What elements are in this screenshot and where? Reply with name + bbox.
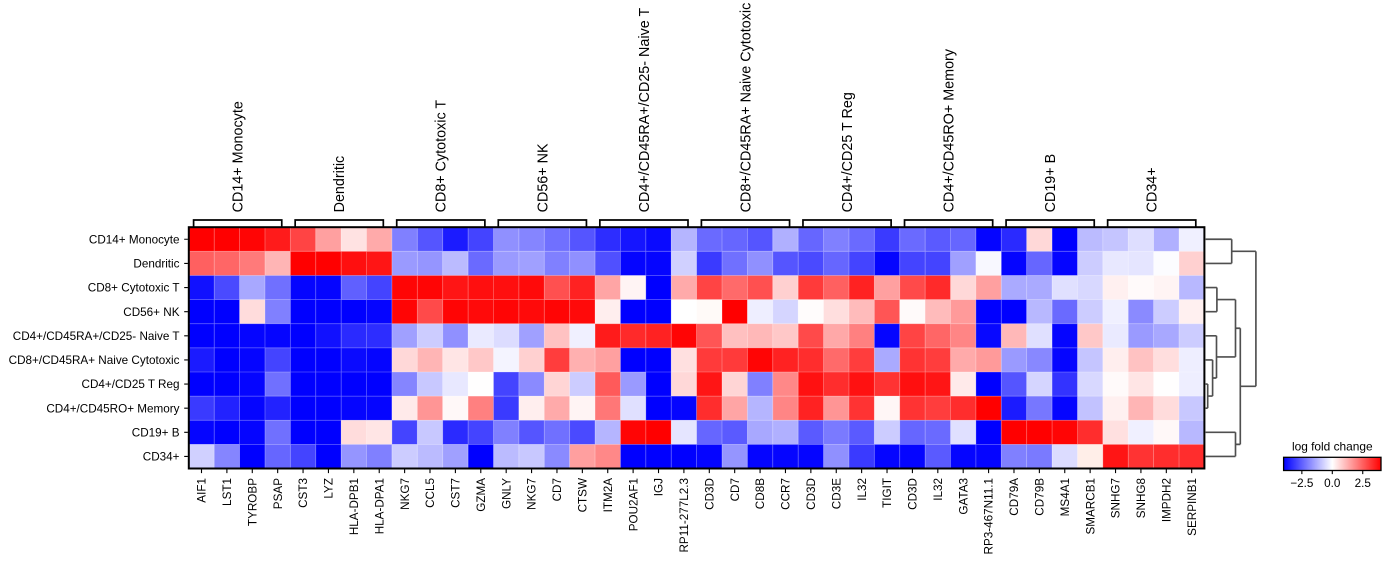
- svg-text:CST7: CST7: [450, 478, 463, 508]
- svg-text:CD19+ B: CD19+ B: [132, 426, 180, 439]
- svg-text:2.5: 2.5: [1355, 477, 1372, 490]
- svg-text:CD3E: CD3E: [830, 478, 843, 509]
- svg-text:AIF1: AIF1: [196, 478, 209, 503]
- svg-text:CD19+ B: CD19+ B: [1043, 154, 1059, 213]
- svg-text:POU2AF1: POU2AF1: [627, 478, 640, 531]
- svg-text:ITM2A: ITM2A: [602, 478, 615, 513]
- svg-text:CD8+/CD45RA+ Naive Cytotoxic: CD8+/CD45RA+ Naive Cytotoxic: [9, 354, 180, 367]
- svg-text:RP11-277L2.3: RP11-277L2.3: [678, 478, 691, 553]
- svg-text:IMPDH2: IMPDH2: [1160, 478, 1173, 522]
- svg-text:CD3D: CD3D: [703, 478, 716, 510]
- svg-text:CST3: CST3: [297, 478, 310, 508]
- svg-text:Dendritic: Dendritic: [332, 156, 348, 213]
- svg-text:CD8+ Cytotoxic T: CD8+ Cytotoxic T: [434, 100, 450, 213]
- svg-text:CD34+: CD34+: [143, 451, 180, 464]
- svg-text:0.0: 0.0: [1324, 477, 1341, 490]
- svg-text:MS4A1: MS4A1: [1059, 478, 1072, 516]
- svg-text:CD14+ Monocyte: CD14+ Monocyte: [89, 233, 180, 246]
- svg-text:NKG7: NKG7: [399, 478, 412, 510]
- svg-text:NKG7: NKG7: [526, 478, 539, 510]
- svg-text:CD8B: CD8B: [754, 478, 767, 509]
- svg-text:log fold change: log fold change: [1292, 440, 1373, 454]
- svg-text:CD79B: CD79B: [1034, 478, 1047, 516]
- svg-text:CD8+/CD45RA+ Naive Cytotoxic: CD8+/CD45RA+ Naive Cytotoxic: [738, 3, 754, 213]
- svg-text:CD34+: CD34+: [1145, 167, 1161, 212]
- svg-text:CD14+ Monocyte: CD14+ Monocyte: [231, 101, 247, 212]
- svg-text:SNHG8: SNHG8: [1135, 478, 1148, 518]
- svg-text:CD4+/CD45RO+ Memory: CD4+/CD45RO+ Memory: [942, 48, 958, 212]
- svg-text:HLA-DPA1: HLA-DPA1: [373, 478, 386, 534]
- svg-text:SMARCB1: SMARCB1: [1084, 478, 1097, 535]
- svg-text:LST1: LST1: [221, 478, 234, 506]
- svg-text:CD3D: CD3D: [805, 478, 818, 510]
- svg-text:CD4+/CD45RA+/CD25- Naive T: CD4+/CD45RA+/CD25- Naive T: [13, 330, 180, 343]
- svg-text:PSAP: PSAP: [272, 478, 285, 509]
- svg-text:RP3-467N11.1: RP3-467N11.1: [983, 478, 996, 554]
- svg-text:CTSW: CTSW: [577, 478, 590, 512]
- svg-text:TIGIT: TIGIT: [881, 478, 894, 508]
- svg-text:CD4+/CD25 T Reg: CD4+/CD25 T Reg: [82, 378, 180, 391]
- svg-text:CD7: CD7: [729, 478, 742, 501]
- svg-text:SNHG7: SNHG7: [1110, 478, 1123, 518]
- svg-text:GATA3: GATA3: [957, 478, 970, 515]
- svg-text:IGJ: IGJ: [653, 478, 666, 496]
- svg-text:CD7: CD7: [551, 478, 564, 501]
- svg-text:LYZ: LYZ: [323, 478, 336, 499]
- svg-text:CD3D: CD3D: [907, 478, 920, 510]
- svg-text:Dendritic: Dendritic: [133, 258, 179, 271]
- svg-text:CCL5: CCL5: [424, 478, 437, 508]
- svg-text:CD56+ NK: CD56+ NK: [535, 143, 551, 212]
- svg-text:−2.5: −2.5: [1290, 477, 1314, 490]
- svg-text:CD4+/CD25 T Reg: CD4+/CD25 T Reg: [840, 92, 856, 212]
- svg-text:GNLY: GNLY: [500, 478, 513, 509]
- svg-text:CD8+ Cytotoxic T: CD8+ Cytotoxic T: [88, 282, 180, 295]
- svg-text:IL32: IL32: [856, 478, 869, 501]
- svg-text:SERPINB1: SERPINB1: [1186, 478, 1199, 536]
- svg-text:IL32: IL32: [932, 478, 945, 501]
- svg-text:GZMA: GZMA: [475, 478, 488, 512]
- svg-text:CD79A: CD79A: [1008, 478, 1021, 516]
- svg-text:CD4+/CD45RO+ Memory: CD4+/CD45RO+ Memory: [46, 402, 179, 415]
- svg-text:CD4+/CD45RA+/CD25- Naive T: CD4+/CD45RA+/CD25- Naive T: [637, 8, 653, 213]
- svg-text:TYROBP: TYROBP: [246, 478, 259, 526]
- svg-text:CD56+ NK: CD56+ NK: [123, 306, 179, 319]
- svg-text:HLA-DPB1: HLA-DPB1: [348, 478, 361, 535]
- svg-text:CCR7: CCR7: [780, 478, 793, 510]
